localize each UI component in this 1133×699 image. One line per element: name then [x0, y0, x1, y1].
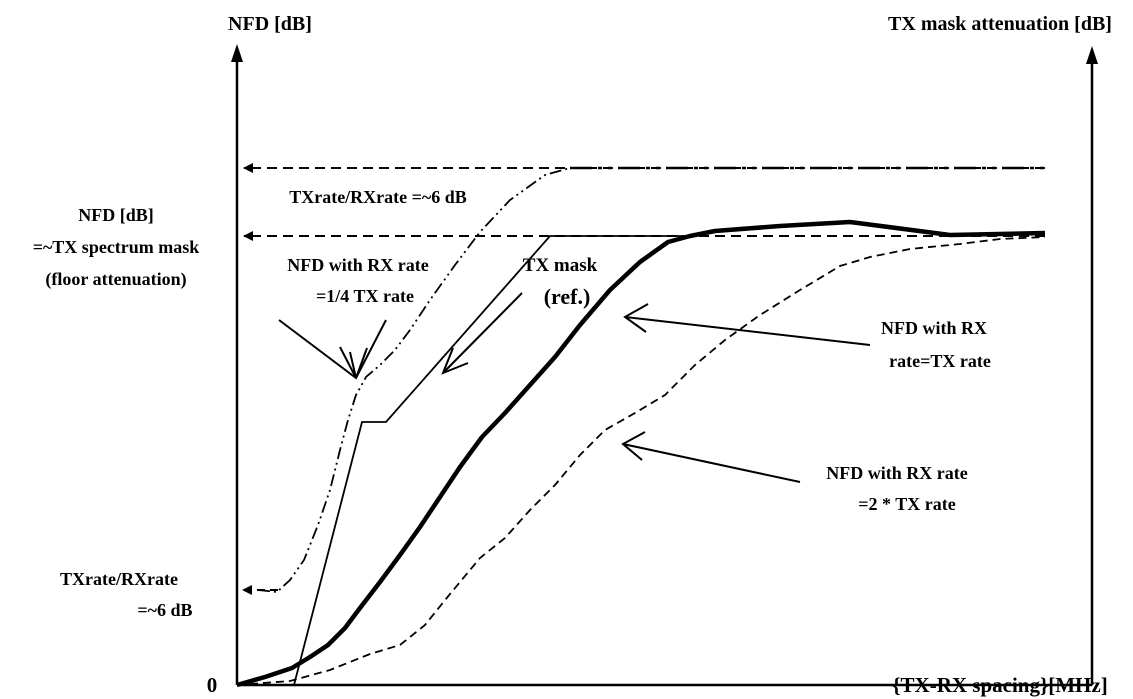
low-label-line1: TXrate/RXrate — [60, 569, 178, 589]
double-rate-label-line1: NFD with RX rate — [826, 463, 967, 483]
nfd-quarter-rate-curve — [257, 167, 571, 593]
tx-mask-pointer-arrow — [441, 292, 523, 375]
floor-label-line3: (floor attenuation) — [45, 269, 186, 290]
nfd-double-rate-curve — [236, 236, 1046, 686]
left-axis-title: NFD [dB] — [228, 13, 312, 35]
equal-rate-pointer-arrow — [623, 303, 871, 346]
quarter-rate-label-line2: =1/4 TX rate — [316, 286, 414, 306]
floor-label-line1: NFD [dB] — [78, 205, 154, 225]
quarter-rate-pointer-arrow — [278, 319, 387, 380]
double-rate-label-line2: =2 * TX rate — [858, 494, 955, 514]
equal-rate-label-line2: rate=TX rate — [889, 351, 991, 371]
floor-label-line2: =~TX spectrum mask — [33, 237, 200, 257]
left-axis-arrowhead — [231, 44, 243, 62]
tx-mask-curve — [293, 235, 690, 686]
low-label-line2: =~6 dB — [137, 600, 192, 620]
x-axis-title: {TX-RX spacing}[MHz] — [892, 673, 1107, 697]
nfd-equal-rate-curve — [236, 219, 1046, 688]
double-rate-pointer-arrow — [621, 431, 801, 483]
tx-mask-label-line2: (ref.) — [544, 284, 591, 309]
quarter-rate-label-line1: NFD with RX rate — [287, 255, 428, 275]
origin-label: 0 — [207, 673, 218, 697]
tx-mask-label-line1: TX mask — [523, 255, 598, 276]
right-axis-arrowhead — [1086, 46, 1098, 64]
right-axis-title: TX mask attenuation [dB] — [888, 13, 1112, 35]
upper-offset-label: TXrate/RXrate =~6 dB — [289, 187, 467, 207]
equal-rate-label-line1: NFD with RX — [881, 318, 987, 338]
